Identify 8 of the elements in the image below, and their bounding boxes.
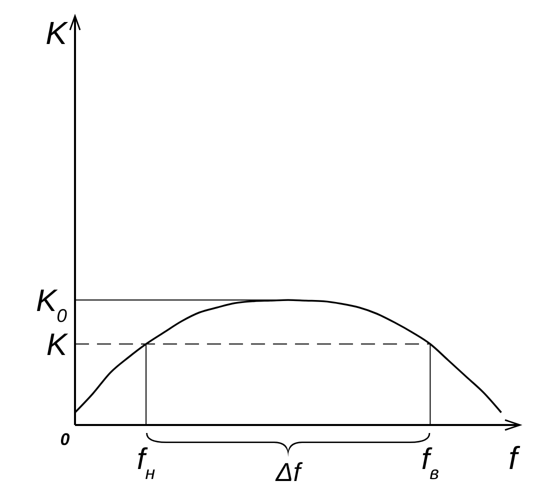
x-axis-title: f [508, 440, 521, 476]
ref-line-label: K [46, 327, 68, 362]
x-tick-label: f$_{в}$ [421, 443, 440, 483]
ref-line-label: K$_{0}$ [36, 283, 68, 326]
text: 0 [60, 430, 70, 449]
text: K [46, 15, 69, 51]
x-tick-label: f$_{н}$ [136, 443, 156, 483]
text: Δf [274, 457, 304, 487]
